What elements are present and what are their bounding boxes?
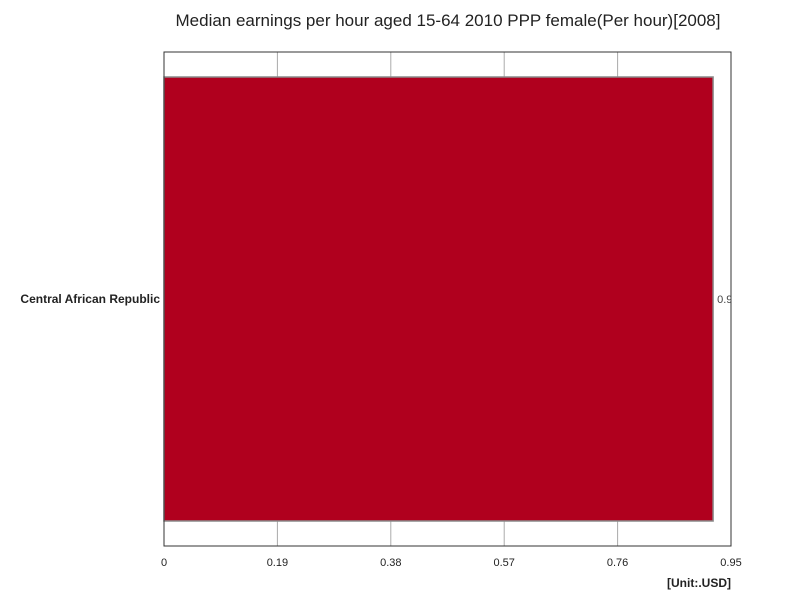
unit-label: [Unit:.USD] xyxy=(667,576,731,590)
y-axis-categories: Central African Republic xyxy=(20,292,160,306)
x-axis-ticks: 0 0.19 0.38 0.57 0.76 0.95 xyxy=(161,557,742,569)
plot-frame xyxy=(163,51,732,547)
data-labels: 0.92 xyxy=(717,294,738,306)
x-tick-label: 0.38 xyxy=(380,557,401,569)
bar xyxy=(163,76,714,522)
bars xyxy=(163,76,714,522)
x-tick-label: 0.76 xyxy=(607,557,628,569)
chart-title: Median earnings per hour aged 15-64 2010… xyxy=(175,11,721,30)
x-tick-label: 0.57 xyxy=(493,557,514,569)
value-label: 0.92 xyxy=(717,294,738,306)
x-tick-label: 0 xyxy=(161,557,167,569)
x-tick-label: 0.19 xyxy=(267,557,288,569)
x-tick-label: 0.95 xyxy=(720,557,741,569)
category-label: Central African Republic xyxy=(20,292,160,306)
